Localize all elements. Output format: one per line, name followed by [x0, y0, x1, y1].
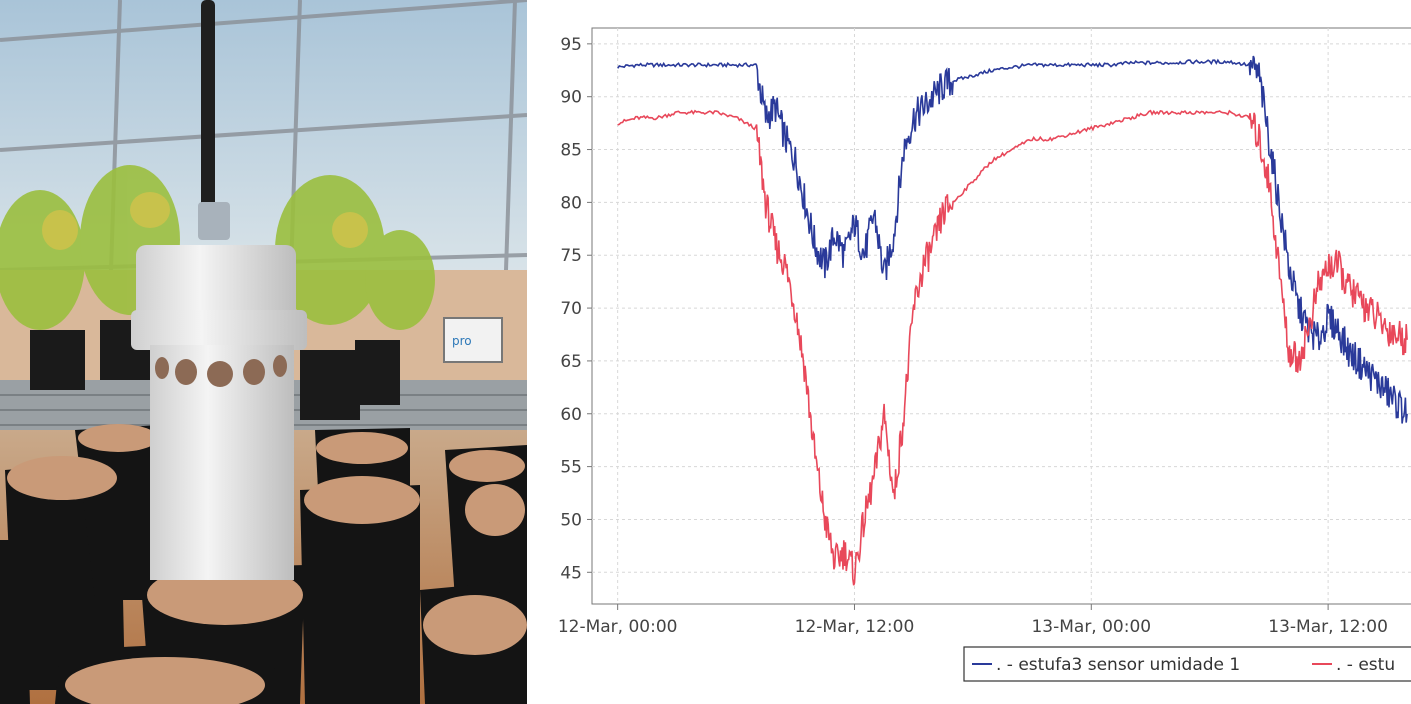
plot-area [591, 27, 1411, 605]
y-tick-label: 85 [560, 141, 582, 161]
sign-text: pro [452, 334, 472, 348]
y-tick-label: 70 [560, 299, 582, 319]
greenhouse-sensor-photo: pro [0, 0, 527, 704]
y-tick-label: 60 [560, 405, 582, 425]
y-tick-label: 65 [560, 352, 582, 372]
x-tick-label: 13-Mar, 12:00 [1268, 617, 1388, 637]
x-tick-label: 12-Mar, 00:00 [558, 617, 678, 637]
y-tick-label: 55 [560, 458, 582, 478]
x-tick-label: 12-Mar, 12:00 [795, 617, 915, 637]
series-line-1 [617, 55, 1408, 424]
y-tick-label: 50 [560, 510, 582, 530]
axes: 45 50 55 60 65 70 75 80 85 90 95 12-Mar, 00:00 12-Ma… [558, 35, 1388, 637]
y-tick-label: 90 [560, 88, 582, 108]
y-tick-label: 45 [560, 563, 582, 583]
series-line-2 [617, 109, 1408, 586]
legend-box [963, 646, 1411, 682]
humidity-chart: 45 50 55 60 65 70 75 80 85 90 95 12-Mar, 00:00 12-Ma… [527, 0, 1411, 704]
legend-label-2: . - estu [1336, 655, 1395, 675]
x-tick-label: 13-Mar, 00:00 [1031, 617, 1151, 637]
humidity-chart-svg: 45 50 55 60 65 70 75 80 85 90 95 12-Mar, 00:00 12-Ma… [558, 27, 1411, 682]
legend: . - estufa3 sensor umidade 1 . - estu [963, 646, 1411, 682]
y-tick-label: 80 [560, 193, 582, 213]
legend-label-1: . - estufa3 sensor umidade 1 [996, 655, 1240, 675]
y-tick-label: 95 [560, 35, 582, 55]
series-lines [617, 55, 1408, 586]
y-tick-label: 75 [560, 246, 582, 266]
grid-lines [592, 28, 1411, 604]
